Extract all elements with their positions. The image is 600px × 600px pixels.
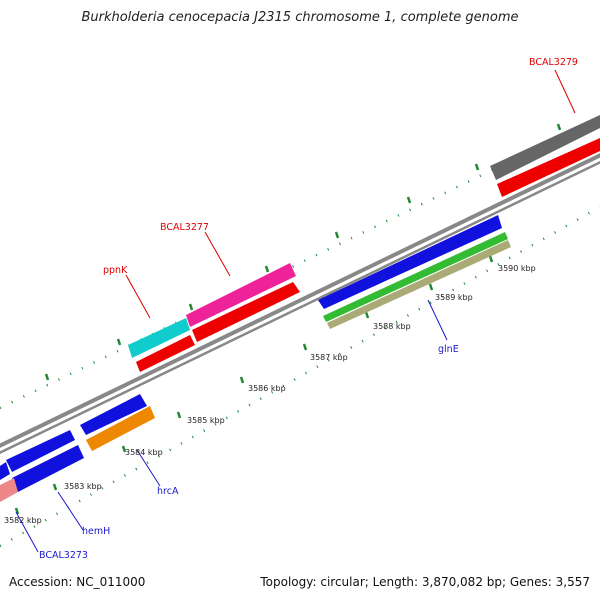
map-title: Burkholderia cenocepacia J2315 chromosom… bbox=[81, 10, 519, 25]
scale-label-3585: 3585 kbp bbox=[187, 416, 225, 425]
backbone-line-outer bbox=[0, 153, 600, 448]
scale-label-3588: 3588 kbp bbox=[373, 322, 411, 331]
gene-label-bcal3277[interactable]: BCAL3277 bbox=[160, 222, 209, 233]
gene-bcal3277-red[interactable] bbox=[192, 282, 300, 342]
gene-label-ppnk[interactable]: ppnK bbox=[103, 265, 128, 276]
gene-bcal3279-red[interactable] bbox=[497, 138, 600, 197]
scale-label-3587: 3587 kbp bbox=[310, 353, 348, 362]
backbone-line-inner bbox=[0, 160, 600, 455]
callout-lines-red bbox=[125, 69, 576, 319]
gene-ppnk-cyan[interactable] bbox=[128, 318, 190, 358]
gene-bcal3277-pink[interactable] bbox=[186, 263, 296, 327]
gene-hemh-blue-2[interactable] bbox=[12, 445, 84, 492]
gene-label-glne[interactable]: glnE bbox=[438, 344, 459, 355]
scale-label-3586: 3586 kbp bbox=[248, 384, 286, 393]
gene-label-hrca[interactable]: hrcA bbox=[157, 486, 179, 497]
gene-hemh-blue-1[interactable] bbox=[6, 430, 75, 472]
gene-edge-blue[interactable] bbox=[0, 462, 10, 480]
gene-glne-green[interactable] bbox=[323, 232, 508, 322]
gene-label-hemh[interactable]: hemH bbox=[82, 526, 110, 537]
scale-label-3584: 3584 kbp bbox=[125, 448, 163, 457]
callout-lines-blue bbox=[15, 299, 448, 553]
scale-label-3589: 3589 kbp bbox=[435, 293, 473, 302]
scale-label-3590: 3590 kbp bbox=[498, 264, 536, 273]
topology-text: Topology: circular; Length: 3,870,082 bp… bbox=[260, 575, 590, 589]
gene-hrca-orange[interactable] bbox=[86, 406, 155, 451]
gene-label-bcal3273[interactable]: BCAL3273 bbox=[39, 550, 88, 561]
scale-label-3582: 3582 kbp bbox=[4, 516, 42, 525]
scale-label-3583: 3583 kbp bbox=[64, 482, 102, 491]
accession-text: Accession: NC_011000 bbox=[9, 575, 146, 589]
gene-bcal3279-grey[interactable] bbox=[490, 115, 600, 180]
gene-ppnk-red[interactable] bbox=[136, 335, 195, 372]
tick-row-inner bbox=[0, 205, 600, 548]
gene-glne-khaki[interactable] bbox=[327, 240, 511, 329]
gene-label-bcal3279[interactable]: BCAL3279 bbox=[529, 57, 578, 68]
gene-bcal3273-salmon[interactable] bbox=[0, 478, 18, 502]
gene-hrca-blue[interactable] bbox=[80, 394, 147, 435]
major-ticks bbox=[14, 123, 562, 515]
gene-glne-blue[interactable] bbox=[318, 215, 502, 309]
